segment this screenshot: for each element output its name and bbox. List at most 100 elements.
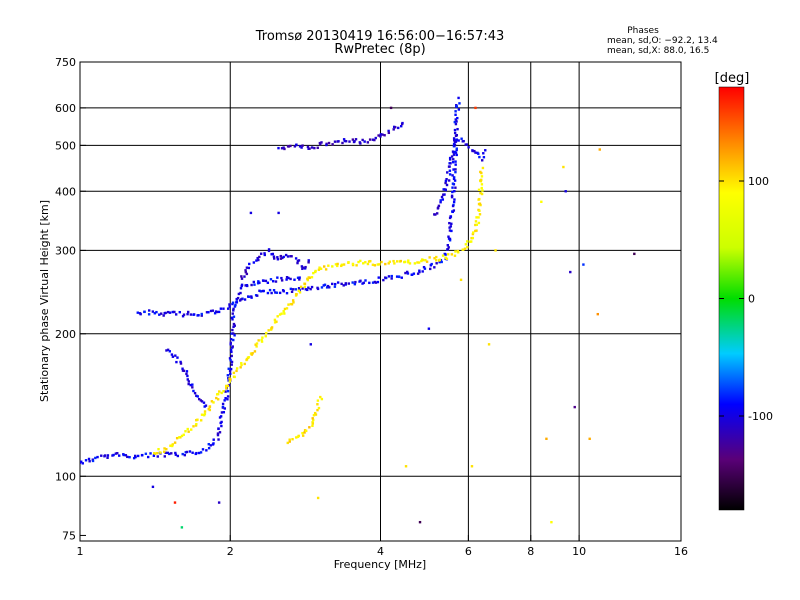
- echo-point: [342, 263, 346, 266]
- echo-point: [295, 292, 298, 296]
- echo-point: [211, 309, 214, 312]
- echo-point: [229, 378, 232, 381]
- echo-point: [440, 260, 443, 264]
- echo-point: [207, 446, 211, 450]
- echo-point: [203, 405, 206, 408]
- echo-point: [471, 232, 475, 236]
- echo-point: [230, 354, 233, 358]
- echo-point: [247, 266, 251, 270]
- echo-point: [347, 282, 351, 285]
- echo-point: [348, 140, 351, 143]
- echo-point: [280, 147, 284, 150]
- echo-point: [245, 266, 249, 269]
- echo-point: [564, 190, 567, 193]
- echo-point: [387, 129, 390, 133]
- echo-point: [229, 338, 233, 341]
- echo-point: [280, 312, 283, 315]
- echo-point: [256, 294, 259, 297]
- echo-point: [457, 251, 460, 254]
- echo-point: [353, 140, 356, 143]
- echo-point: [406, 272, 410, 275]
- echo-point: [466, 240, 469, 243]
- echo-point: [164, 311, 167, 315]
- echo-point: [258, 255, 261, 259]
- echo-point: [477, 202, 481, 206]
- echo-point: [454, 168, 457, 171]
- echo-point: [165, 447, 168, 451]
- echo-point: [478, 155, 481, 159]
- echo-point: [447, 246, 450, 249]
- echo-point: [281, 256, 284, 260]
- echo-point: [271, 280, 275, 283]
- echo-point: [280, 276, 283, 280]
- echo-point: [151, 485, 155, 489]
- echo-point: [244, 284, 247, 287]
- echo-point: [452, 168, 455, 171]
- echo-point: [318, 266, 321, 269]
- echo-point: [301, 267, 304, 271]
- echo-point: [357, 260, 360, 264]
- echo-point: [290, 303, 294, 306]
- echo-point: [219, 307, 223, 310]
- echo-point: [286, 255, 290, 258]
- echo-point: [456, 249, 460, 253]
- echo-point: [231, 332, 235, 335]
- echo-point: [383, 134, 386, 137]
- echo-point: [341, 141, 344, 145]
- echo-point: [278, 313, 282, 316]
- echo-point: [233, 305, 237, 308]
- echo-point: [413, 262, 417, 265]
- echo-point: [362, 281, 365, 285]
- echo-point: [310, 146, 314, 149]
- echo-point: [340, 282, 343, 286]
- echo-point: [438, 260, 441, 264]
- echo-point: [446, 253, 450, 256]
- echo-point: [100, 454, 103, 457]
- echo-point: [257, 280, 260, 283]
- echo-point: [366, 262, 370, 266]
- echo-point: [455, 153, 458, 157]
- echo-point: [316, 408, 319, 412]
- echo-point: [331, 265, 334, 268]
- echo-point: [311, 424, 314, 427]
- colorbar-ticks: 100 0 -100: [719, 175, 773, 423]
- echo-point: [314, 413, 318, 416]
- echo-point: [441, 254, 445, 257]
- echo-point: [344, 140, 348, 143]
- echo-point: [381, 133, 384, 136]
- echo-point: [308, 147, 311, 150]
- echo-point: [445, 183, 449, 187]
- echo-point: [373, 138, 376, 142]
- echo-point: [243, 362, 246, 366]
- echo-point: [267, 249, 271, 253]
- echo-point: [342, 138, 346, 141]
- stats-line-o: mean, sd,O: −92.2, 13.4: [607, 36, 718, 46]
- echo-point: [191, 383, 194, 386]
- echo-point: [231, 318, 234, 321]
- echo-point: [303, 267, 307, 270]
- echo-point: [84, 459, 88, 462]
- echo-point: [232, 309, 235, 312]
- echo-point: [143, 310, 146, 314]
- echo-point: [285, 307, 289, 310]
- echo-point: [178, 310, 181, 314]
- echo-point: [212, 401, 215, 404]
- echo-point: [179, 360, 182, 364]
- echo-point: [186, 378, 189, 381]
- echo-point: [438, 258, 442, 261]
- echo-point: [237, 292, 241, 296]
- echo-point: [158, 313, 161, 316]
- echo-point: [240, 277, 244, 280]
- echo-point: [235, 369, 238, 373]
- echo-point: [301, 434, 305, 437]
- echo-point: [280, 279, 284, 282]
- echo-point: [364, 261, 367, 264]
- echo-point: [434, 259, 438, 262]
- echo-point: [149, 452, 152, 455]
- echo-point: [407, 261, 410, 264]
- echo-point: [287, 303, 290, 306]
- echo-point: [448, 226, 451, 229]
- echo-point: [230, 360, 234, 364]
- echo-point: [216, 432, 220, 435]
- echo-point: [455, 147, 458, 150]
